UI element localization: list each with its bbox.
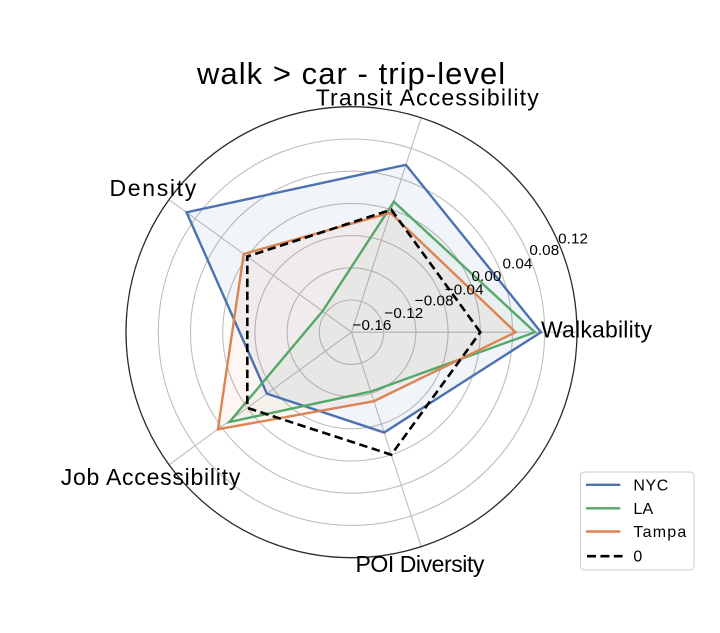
svg-text:0.08: 0.08 bbox=[529, 242, 559, 259]
svg-text:LA: LA bbox=[633, 501, 653, 518]
svg-text:0: 0 bbox=[633, 549, 642, 566]
svg-text:Job Accessibility: Job Accessibility bbox=[61, 464, 241, 490]
svg-text:0.00: 0.00 bbox=[472, 268, 502, 285]
svg-text:NYC: NYC bbox=[633, 477, 669, 494]
svg-text:Transit Accessibility: Transit Accessibility bbox=[316, 85, 540, 111]
svg-text:−0.04: −0.04 bbox=[445, 282, 484, 299]
svg-text:Tampa: Tampa bbox=[633, 524, 687, 541]
svg-text:−0.16: −0.16 bbox=[353, 317, 392, 334]
svg-text:Density: Density bbox=[109, 175, 197, 201]
svg-text:−0.08: −0.08 bbox=[415, 293, 454, 310]
svg-text:−0.12: −0.12 bbox=[384, 305, 423, 322]
svg-text:Walkability: Walkability bbox=[541, 316, 652, 342]
svg-text:0.12: 0.12 bbox=[558, 231, 588, 248]
svg-text:0.04: 0.04 bbox=[503, 256, 533, 273]
svg-text:walk > car - trip-level: walk > car - trip-level bbox=[196, 56, 506, 91]
svg-text:POI Diversity: POI Diversity bbox=[356, 551, 485, 577]
